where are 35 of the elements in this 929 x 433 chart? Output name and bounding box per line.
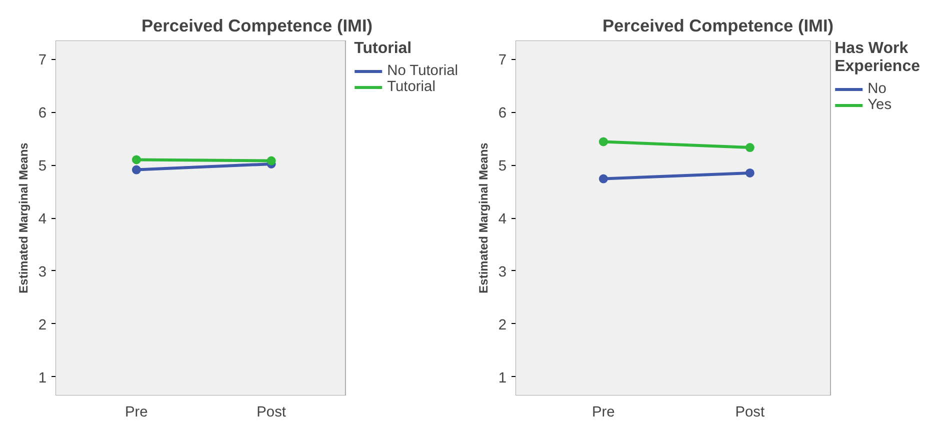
y-axis-title: Estimated Marginal Means: [16, 142, 30, 294]
point: [266, 156, 276, 166]
point: [745, 143, 754, 152]
point: [132, 165, 141, 174]
y-tick-label: 6: [38, 106, 47, 122]
y-tick-label: 4: [498, 212, 507, 228]
legend-label: Tutorial: [387, 79, 436, 95]
y-tick-label: 4: [38, 212, 47, 228]
point: [598, 174, 608, 184]
legend-title: Has Work Experience: [834, 40, 920, 76]
y-tick-label: 7: [498, 52, 507, 69]
y-tick-label: 2: [498, 317, 507, 334]
y-tick-label: 3: [498, 264, 507, 280]
y-tick-label: 5: [38, 158, 47, 175]
legend-title: Tutorial: [354, 40, 413, 58]
x-tick-label: Post: [735, 404, 765, 420]
y-tick-label: 5: [498, 158, 507, 175]
chart-title: Perceived Competence (IMI): [141, 16, 373, 36]
y-tick-label: 7: [38, 52, 47, 69]
y-tick-label: 2: [38, 317, 47, 334]
point: [132, 155, 141, 164]
x-tick-label: Post: [256, 404, 286, 420]
legend-label: No: [868, 81, 888, 97]
point: [598, 137, 608, 146]
y-tick-label: 6: [498, 106, 507, 122]
y-tick-label: 1: [498, 370, 507, 386]
chart-title: Perceived Competence (IMI): [602, 16, 834, 36]
y-tick-label: 1: [38, 370, 47, 386]
legend-label: Yes: [868, 97, 892, 113]
point: [745, 168, 754, 178]
x-tick-label: Pre: [125, 404, 148, 420]
y-axis-title: Estimated Marginal Means: [476, 142, 490, 294]
legend-label: No Tutorial: [387, 63, 458, 79]
x-tick-label: Pre: [592, 404, 615, 420]
y-tick-label: 3: [38, 264, 47, 280]
